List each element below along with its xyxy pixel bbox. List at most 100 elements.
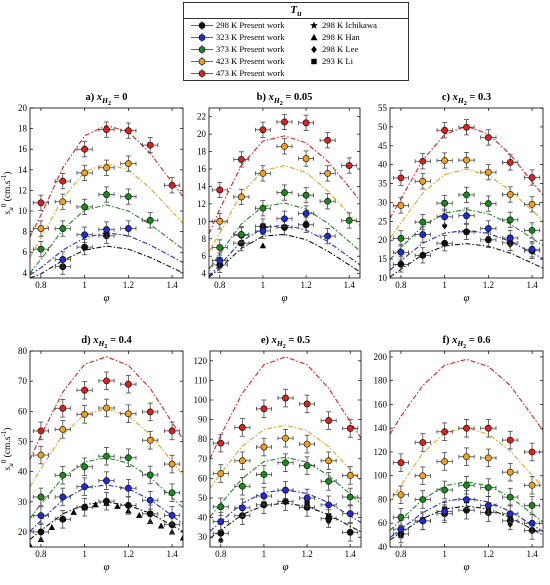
data-point [277, 388, 294, 408]
y-tick-label: 80 [18, 346, 28, 356]
panel-title: c) xH2 = 0.3 [442, 92, 491, 107]
data-point [414, 490, 431, 509]
y-tick-label: 100 [194, 395, 208, 405]
data-point [524, 442, 541, 462]
x-axis-label: φ [463, 292, 469, 304]
panel-title: f) xH2 = 0.6 [442, 335, 490, 350]
chart-panel: e) xH2 = 0.5 0.8 1 1.2 1.4 30 40 50 60 70 80 90 100 1… [194, 335, 362, 573]
legend-item-label: 323 K Present work [216, 32, 285, 42]
data-point [98, 398, 115, 418]
fit-curve [30, 408, 183, 487]
data-point [299, 394, 316, 414]
data-point [436, 122, 453, 139]
data-point [436, 195, 453, 212]
fit-curve [210, 424, 361, 489]
data-point [436, 208, 453, 225]
data-point [76, 457, 93, 477]
data-point [32, 487, 49, 507]
data-point [76, 141, 93, 158]
x-tick-label: 1.4 [166, 280, 178, 290]
data-point [212, 433, 229, 453]
legend-reference-label: 293 K Li [322, 56, 354, 66]
data-point [436, 502, 453, 521]
y-tick-label: 140 [374, 423, 388, 433]
data-point [32, 241, 49, 258]
y-tick-label: 50 [378, 122, 388, 132]
data-point [76, 477, 93, 496]
data-point [120, 404, 137, 423]
legend-reference-label: 298 K Ichikawa [322, 20, 377, 30]
data-point [142, 465, 159, 485]
data-point [254, 200, 271, 217]
plot-frame [389, 107, 544, 279]
data-point [502, 430, 519, 450]
data-point [32, 506, 49, 525]
fit-curve [210, 456, 361, 517]
y-tick-label: 30 [18, 497, 28, 507]
data-point [142, 212, 159, 229]
x-tick-label: 1.4 [166, 549, 178, 559]
data-point [32, 522, 49, 542]
panel-title: d) xH2 = 0.4 [81, 335, 132, 350]
data-point [32, 194, 49, 211]
triangle-point [70, 508, 77, 515]
data-point [480, 496, 497, 515]
data-point [164, 483, 181, 502]
data-point [142, 504, 159, 524]
data-point [98, 471, 115, 490]
triangle-point [92, 501, 99, 508]
data-point [142, 137, 159, 154]
y-tick-label: 6 [23, 247, 28, 257]
data-point [76, 405, 93, 424]
data-point [233, 151, 250, 168]
data-point [458, 476, 475, 495]
fit-curve [30, 245, 183, 278]
data-point [319, 228, 336, 245]
x-tick-label: 1 [442, 549, 447, 559]
fit-curve [30, 163, 183, 258]
y-tick-label: 30 [378, 197, 388, 207]
legend-title: Tu [290, 4, 302, 19]
data-point [458, 447, 475, 466]
data-point [120, 374, 137, 394]
data-point [76, 239, 93, 256]
x-tick-label: 1.4 [526, 549, 538, 559]
plot-frame [209, 350, 362, 548]
y-tick-label: 100 [374, 471, 388, 481]
y-tick-label: 60 [18, 406, 28, 416]
data-point [120, 155, 137, 172]
y-tick-label: 16 [18, 144, 28, 154]
triangle-point [30, 542, 33, 547]
y-tick-label: 10 [197, 216, 207, 226]
data-point [502, 504, 519, 523]
square-marker-icon [311, 58, 317, 65]
fit-curve [390, 243, 543, 278]
x-tick-label: 1.2 [301, 549, 312, 559]
data-point [254, 165, 271, 182]
data-point [414, 466, 431, 485]
data-point [414, 214, 431, 231]
panel-title: a) xH2 = 0 [86, 92, 128, 107]
data-point [234, 451, 251, 470]
data-point [233, 226, 250, 243]
data-point [255, 437, 272, 457]
data-point [76, 226, 93, 243]
data-point [319, 193, 336, 210]
y-tick-label: 8 [23, 227, 28, 237]
chart-panel: b) xH2 = 0.05 0.8 1 1.2 1.4 4 6 8 10 12 14 16 18 20 22… [197, 92, 361, 304]
data-point [392, 508, 409, 527]
data-point [502, 462, 519, 482]
data-point [276, 113, 293, 130]
data-point [76, 380, 93, 400]
data-point [32, 220, 49, 237]
diamond-marker-icon [311, 45, 317, 54]
legend-item-label: 423 K Present work [216, 56, 285, 66]
data-point [54, 466, 71, 485]
x-tick-label: 0.8 [35, 280, 47, 290]
x-tick-label: 0.8 [215, 549, 227, 559]
y-tick-label: 10 [18, 206, 28, 216]
data-point [392, 256, 409, 273]
data-point [524, 496, 541, 515]
chart-panel: d) xH2 = 0.4 0.8 1 1.2 1.4 20 30 40 50 60 70 80 φ su0… [0, 335, 184, 573]
